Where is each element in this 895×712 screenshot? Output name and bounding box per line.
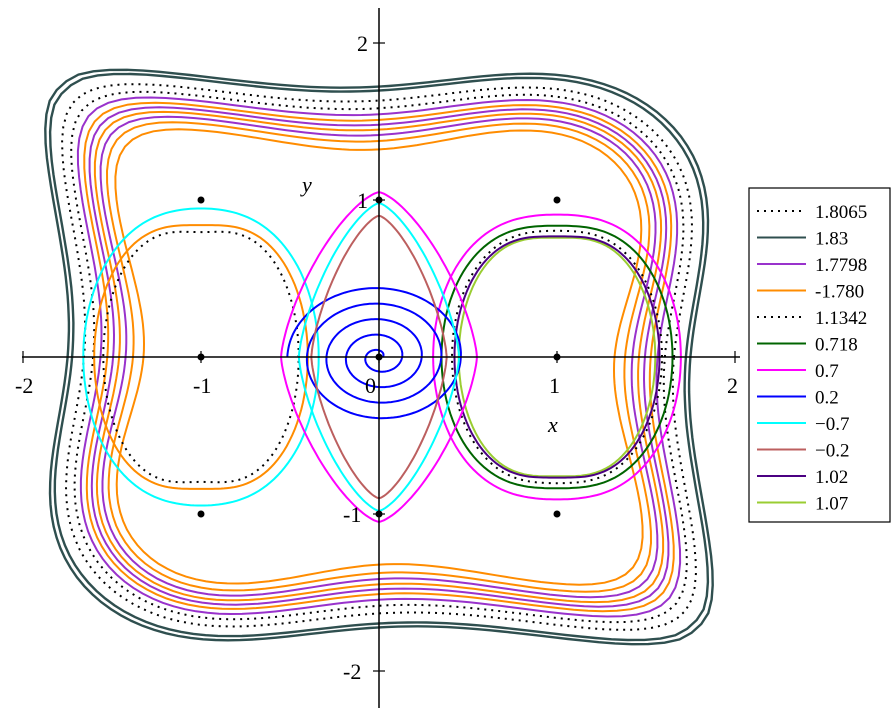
legend-label: 1.07 bbox=[815, 494, 848, 515]
x-tick-label: -1 bbox=[193, 373, 211, 398]
right-lobe-1.1342 bbox=[450, 229, 663, 485]
equilibrium-point bbox=[197, 510, 205, 518]
equilibrium-point bbox=[375, 196, 383, 204]
equilibrium-point bbox=[553, 510, 561, 518]
x-tick-label: 2 bbox=[727, 373, 738, 398]
x-tick-label: 0 bbox=[365, 373, 376, 398]
legend-box bbox=[748, 187, 891, 523]
equilibrium-points bbox=[197, 196, 561, 518]
equilibrium-point bbox=[553, 353, 561, 361]
legend-label: −0.2 bbox=[815, 441, 849, 462]
equilibrium-point bbox=[197, 196, 205, 204]
equilibrium-point bbox=[375, 510, 383, 518]
axis-labels: x y bbox=[300, 172, 558, 437]
equilibrium-point bbox=[197, 353, 205, 361]
y-axis-label: y bbox=[300, 172, 312, 197]
legend-label: -1.780 bbox=[815, 282, 864, 303]
legend-label: 0.7 bbox=[815, 361, 839, 382]
legend-label: 1.1342 bbox=[815, 308, 867, 329]
y-tick-label: -1 bbox=[343, 502, 361, 527]
legend-label: 1.8065 bbox=[815, 202, 867, 223]
x-axis-label: x bbox=[547, 412, 558, 437]
legend-label: 1.7798 bbox=[815, 255, 867, 276]
legend-label: 0.2 bbox=[815, 388, 839, 409]
y-tick-label: 1 bbox=[357, 188, 368, 213]
y-tick-label: -2 bbox=[343, 659, 361, 684]
x-tick-label: -2 bbox=[15, 373, 33, 398]
x-tick-label: 1 bbox=[549, 373, 560, 398]
left-lobe-1.1342 bbox=[102, 230, 300, 484]
legend: 1.8065 1.83 1.7798 -1.780 1.1342 0.718 0.7 0.2 −… bbox=[748, 187, 891, 523]
equilibrium-point bbox=[375, 353, 383, 361]
y-tick-label: 2 bbox=[357, 31, 368, 56]
equilibrium-point bbox=[553, 196, 561, 204]
legend-label: 1.83 bbox=[815, 229, 848, 250]
axis-ticks: -2 -1 0 1 2 -2 -1 1 2 bbox=[15, 31, 738, 684]
legend-label: 0.718 bbox=[815, 335, 858, 356]
legend-label: 1.02 bbox=[815, 467, 848, 488]
legend-label: −0.7 bbox=[815, 414, 849, 435]
